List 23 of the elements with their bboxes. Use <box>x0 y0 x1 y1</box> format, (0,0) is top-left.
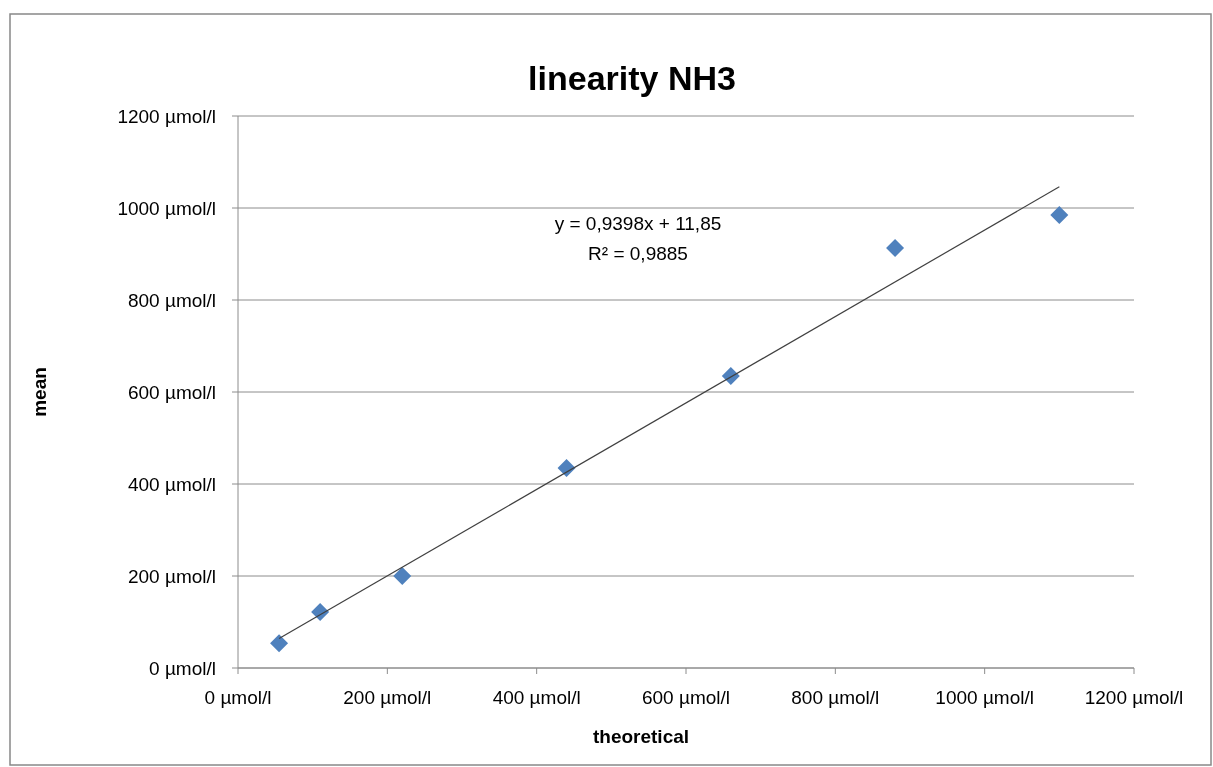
point <box>886 239 905 258</box>
x-tick-label: 0 µmol/l <box>204 687 272 708</box>
chart-title: linearity NH3 <box>528 59 736 97</box>
y-axis-title: mean <box>29 367 50 417</box>
annotation: R² = 0,9885 <box>588 243 688 264</box>
y-tick-label: 0 µmol/l <box>149 657 216 679</box>
point <box>1050 205 1069 224</box>
y-tick-label: 200 µmol/l <box>127 565 216 587</box>
y-tick-label: 1200 µmol/l <box>117 105 216 127</box>
x-tick-label: 800 µmol/l <box>791 687 880 708</box>
x-tick-label: 200 µmol/l <box>343 687 432 708</box>
point <box>270 634 289 653</box>
y-tick-label: 800 µmol/l <box>127 289 216 311</box>
x-tick-label: 600 µmol/l <box>641 687 731 708</box>
x-tick-label: 1200 µmol/l <box>1084 687 1184 708</box>
point <box>393 567 412 585</box>
x-axis-title: theoretical <box>592 726 690 747</box>
x-tick-label: 1000 µmol/l <box>935 687 1034 708</box>
y-tick-label: 1000 µmol/l <box>117 197 216 219</box>
y-tick-label: 400 µmol/l <box>127 473 216 495</box>
annotation: y = 0,9398x + 11,85 <box>554 213 722 234</box>
y-tick-label: 600 µmol/l <box>127 381 216 403</box>
x-tick-label: 400 µmol/l <box>492 687 581 708</box>
